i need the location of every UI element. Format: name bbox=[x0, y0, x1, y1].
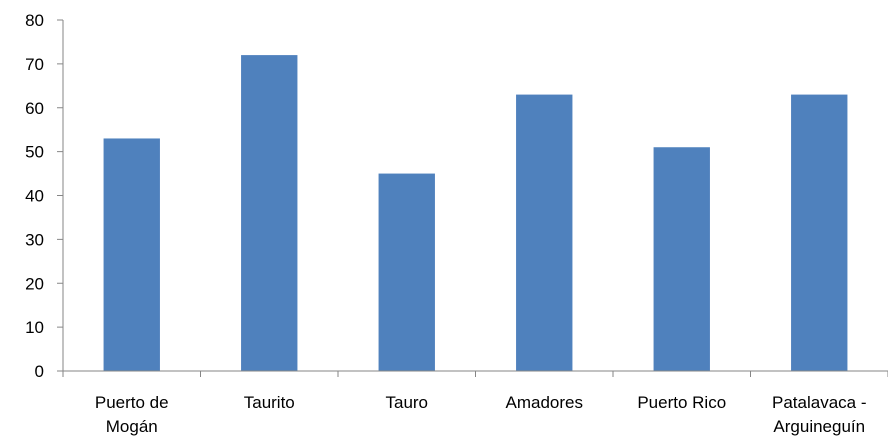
bar bbox=[516, 94, 573, 372]
x-category-label-line: Arguineguín bbox=[773, 417, 865, 436]
x-category-label: Patalavaca - Arguineguín bbox=[772, 393, 867, 436]
y-tick-label: 60 bbox=[25, 99, 44, 118]
x-category-label: Puerto Rico bbox=[637, 393, 726, 412]
x-category-label-line: Taurito bbox=[244, 393, 295, 412]
x-category-label-line: Puerto de bbox=[95, 393, 169, 412]
y-tick-label: 80 bbox=[25, 11, 44, 30]
x-category-label-line: Mogán bbox=[106, 417, 158, 436]
y-tick-label: 20 bbox=[25, 274, 44, 293]
bar bbox=[103, 138, 160, 371]
y-tick-label: 30 bbox=[25, 230, 44, 249]
x-category-label: Puerto de Mogán bbox=[95, 393, 169, 436]
x-category-label: Tauro bbox=[385, 393, 428, 412]
x-category-label: Amadores bbox=[506, 393, 583, 412]
x-category-label-line: Tauro bbox=[385, 393, 428, 412]
x-category-label-line: Amadores bbox=[506, 393, 583, 412]
y-axis: 0 10 20 30 40 50 60 70 80 bbox=[25, 11, 64, 381]
y-tick-label: 0 bbox=[35, 362, 44, 381]
x-category-label-line: Patalavaca - bbox=[772, 393, 867, 412]
bar bbox=[378, 173, 435, 371]
x-category-label: Taurito bbox=[244, 393, 295, 412]
bars-group bbox=[103, 55, 848, 372]
y-tick-label: 50 bbox=[25, 143, 44, 162]
bar bbox=[241, 55, 298, 371]
x-axis: Puerto de Mogán Taurito Tauro Amadores Puerto… bbox=[62, 370, 888, 436]
x-category-label-line: Puerto Rico bbox=[637, 393, 726, 412]
y-tick-label: 70 bbox=[25, 55, 44, 74]
bar bbox=[653, 147, 710, 371]
bar bbox=[791, 94, 848, 372]
y-tick-label: 10 bbox=[25, 318, 44, 337]
y-tick-label: 40 bbox=[25, 187, 44, 206]
